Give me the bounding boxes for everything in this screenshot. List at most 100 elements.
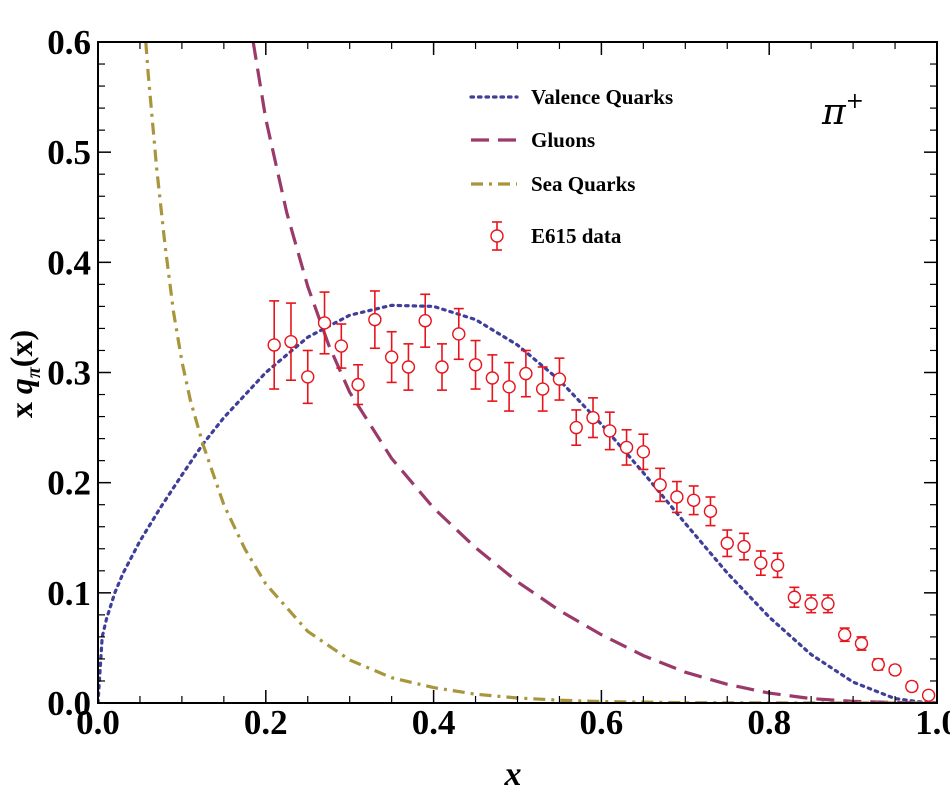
data-point bbox=[552, 357, 567, 401]
curves-layer bbox=[98, 42, 937, 703]
data-marker bbox=[317, 316, 332, 330]
data-marker bbox=[703, 504, 718, 519]
data-point bbox=[502, 361, 516, 412]
data-point bbox=[586, 397, 600, 439]
data-point bbox=[317, 291, 332, 355]
data-point bbox=[804, 594, 818, 614]
pion-charge: + bbox=[846, 89, 864, 114]
data-marker bbox=[921, 688, 936, 702]
data-marker bbox=[267, 338, 281, 352]
data-marker bbox=[418, 314, 432, 328]
x-tick-label: 0.2 bbox=[244, 703, 288, 742]
legend-entry-1: Gluons bbox=[471, 128, 595, 152]
data-marker bbox=[636, 445, 651, 459]
data-point bbox=[452, 307, 466, 361]
data-point bbox=[351, 363, 365, 406]
data-marker bbox=[502, 380, 516, 394]
y-axis-title: x qπ(x) bbox=[3, 330, 45, 418]
data-point bbox=[686, 485, 701, 516]
legend-entry-3: E615 data bbox=[490, 221, 622, 251]
data-marker bbox=[720, 536, 734, 550]
legend-label: Valence Quarks bbox=[531, 85, 673, 109]
x-tick-label: 0.0 bbox=[76, 703, 120, 742]
x-axis-title: x bbox=[504, 756, 522, 792]
legend-label: Gluons bbox=[531, 128, 595, 152]
data-point bbox=[720, 529, 734, 558]
y-tick-label: 0.4 bbox=[47, 243, 91, 282]
data-marker bbox=[888, 663, 902, 677]
data-marker bbox=[569, 420, 583, 435]
x-tick-label: 0.8 bbox=[747, 703, 791, 742]
y-tick-label: 0.6 bbox=[47, 23, 91, 62]
data-marker bbox=[552, 372, 567, 386]
data-marker bbox=[468, 358, 483, 372]
data-marker bbox=[351, 377, 365, 392]
data-point bbox=[888, 663, 902, 677]
data-marker bbox=[485, 371, 500, 385]
data-point bbox=[384, 330, 399, 384]
y-tick-label: 0.1 bbox=[47, 574, 91, 613]
data-marker bbox=[754, 556, 768, 570]
data-marker bbox=[368, 312, 382, 327]
data-marker bbox=[670, 490, 684, 504]
data-point bbox=[636, 433, 651, 471]
pion-label: π+ bbox=[821, 89, 864, 133]
y-axis-title-q: q bbox=[3, 378, 39, 394]
data-point bbox=[921, 688, 936, 702]
data-point bbox=[418, 293, 432, 348]
data-marker bbox=[519, 366, 533, 381]
data-marker bbox=[401, 360, 416, 374]
data-point bbox=[435, 343, 449, 391]
data-marker bbox=[301, 370, 315, 384]
data-marker bbox=[586, 410, 600, 425]
data-point bbox=[854, 636, 869, 651]
data-point bbox=[535, 366, 550, 412]
y-axis-title-sub: π bbox=[23, 366, 45, 378]
data-point bbox=[871, 657, 885, 672]
data-marker bbox=[854, 636, 869, 651]
data-point bbox=[334, 323, 349, 369]
data-marker bbox=[452, 327, 466, 341]
legend-entry-2: Sea Quarks bbox=[471, 172, 635, 196]
y-axis-title-post: (x) bbox=[3, 330, 39, 367]
data-marker bbox=[435, 360, 449, 374]
data-point bbox=[703, 496, 718, 527]
data-marker bbox=[770, 558, 785, 572]
data-marker bbox=[384, 350, 399, 364]
data-marker bbox=[619, 440, 634, 455]
data-point bbox=[401, 343, 416, 391]
series-line-2 bbox=[144, 42, 937, 703]
data-point bbox=[284, 302, 298, 382]
y-tick-label: 0.5 bbox=[47, 133, 91, 172]
data-marker bbox=[871, 657, 885, 672]
data-point bbox=[603, 411, 617, 451]
legend-marker bbox=[490, 229, 504, 243]
y-tick-label: 0.0 bbox=[47, 684, 91, 723]
data-point bbox=[905, 679, 919, 694]
x-tick-label: 0.6 bbox=[580, 703, 624, 742]
y-axis-title-pre: x bbox=[3, 394, 39, 418]
data-points-layer bbox=[267, 290, 936, 702]
data-point bbox=[569, 409, 583, 447]
data-point bbox=[468, 339, 483, 390]
data-point bbox=[519, 349, 533, 398]
y-tick-label: 0.2 bbox=[47, 464, 91, 503]
data-marker bbox=[905, 679, 919, 694]
data-point bbox=[838, 627, 852, 643]
data-point bbox=[368, 290, 382, 350]
data-point bbox=[653, 467, 667, 503]
data-marker bbox=[804, 597, 818, 611]
data-point bbox=[485, 354, 500, 402]
data-marker bbox=[284, 334, 298, 349]
data-point bbox=[301, 349, 315, 405]
data-marker bbox=[334, 339, 349, 353]
ticks-layer bbox=[97, 41, 938, 704]
data-marker bbox=[838, 627, 852, 642]
data-point bbox=[770, 552, 785, 579]
x-tick-label: 0.4 bbox=[412, 703, 456, 742]
data-marker bbox=[787, 590, 802, 604]
data-marker bbox=[653, 478, 667, 492]
legend-label: E615 data bbox=[531, 224, 622, 248]
data-point bbox=[821, 594, 835, 614]
